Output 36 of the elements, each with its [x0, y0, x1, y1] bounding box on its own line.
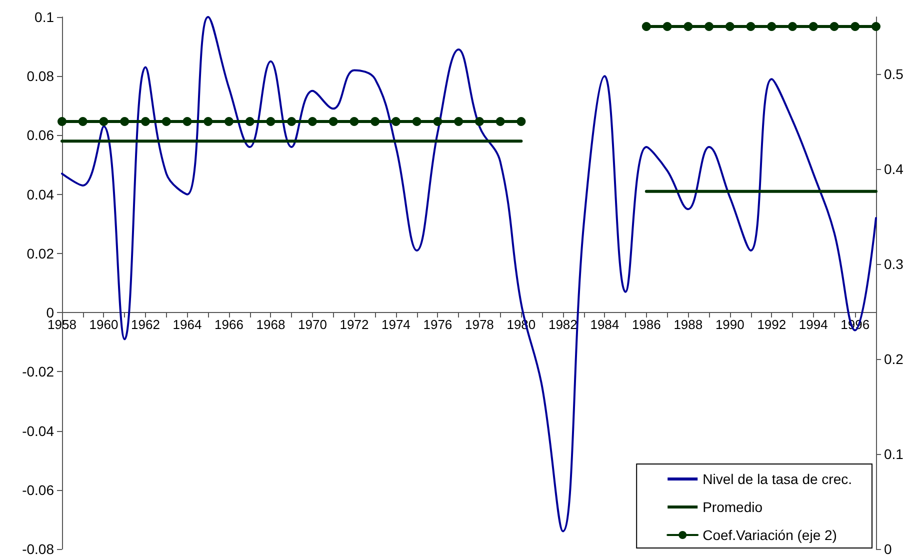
legend-label: Coef.Variación (eje 2): [702, 527, 837, 543]
x-tick-label: 1962: [131, 317, 160, 332]
y-tick-label: -0.02: [22, 364, 54, 380]
y-tick-label: -0.04: [22, 422, 54, 439]
y2-tick-label: 0.1: [884, 446, 904, 462]
x-tick-label: 1990: [715, 317, 744, 332]
x-tick-label: 1976: [423, 317, 452, 332]
y-tick-label: 0.1: [34, 9, 54, 25]
y2-tick-label: 0.5: [884, 66, 904, 82]
y2-tick-label: 0: [884, 541, 892, 556]
x-tick-label: 1988: [674, 317, 703, 332]
legend-label: Nivel de la tasa de crec.: [702, 471, 852, 487]
legend-label: Promedio: [702, 499, 763, 515]
y-tick-label: -0.08: [22, 541, 54, 556]
x-tick-label: 1966: [214, 317, 244, 332]
y-tick-label: 0.08: [26, 68, 54, 84]
x-tick-label: 1986: [632, 317, 661, 332]
y-tick-label: 0.06: [26, 127, 54, 144]
x-tick-label: 1974: [381, 317, 410, 332]
y-tick-label: 0.02: [26, 245, 54, 262]
x-tick-label: 1968: [256, 317, 286, 332]
x-tick-label: 1970: [298, 317, 327, 332]
x-tick-label: 1984: [590, 317, 620, 332]
x-tick-label: 1960: [89, 317, 118, 332]
x-tick-label: 1992: [757, 317, 786, 332]
x-tick-label: 1978: [464, 317, 494, 332]
y2-tick-label: 0.3: [884, 256, 904, 272]
x-tick-label: 1972: [340, 317, 369, 332]
y-tick-label: 0.04: [26, 186, 54, 202]
y-tick-label: -0.06: [22, 482, 54, 498]
x-tick-label: 1964: [172, 317, 202, 332]
x-tick-label: 1994: [798, 317, 828, 332]
y-tick-label: 0: [46, 304, 54, 321]
y2-tick-label: 0.2: [884, 351, 904, 367]
x-tick-label: 1982: [548, 317, 578, 332]
y2-tick-label: 0.4: [884, 161, 904, 177]
